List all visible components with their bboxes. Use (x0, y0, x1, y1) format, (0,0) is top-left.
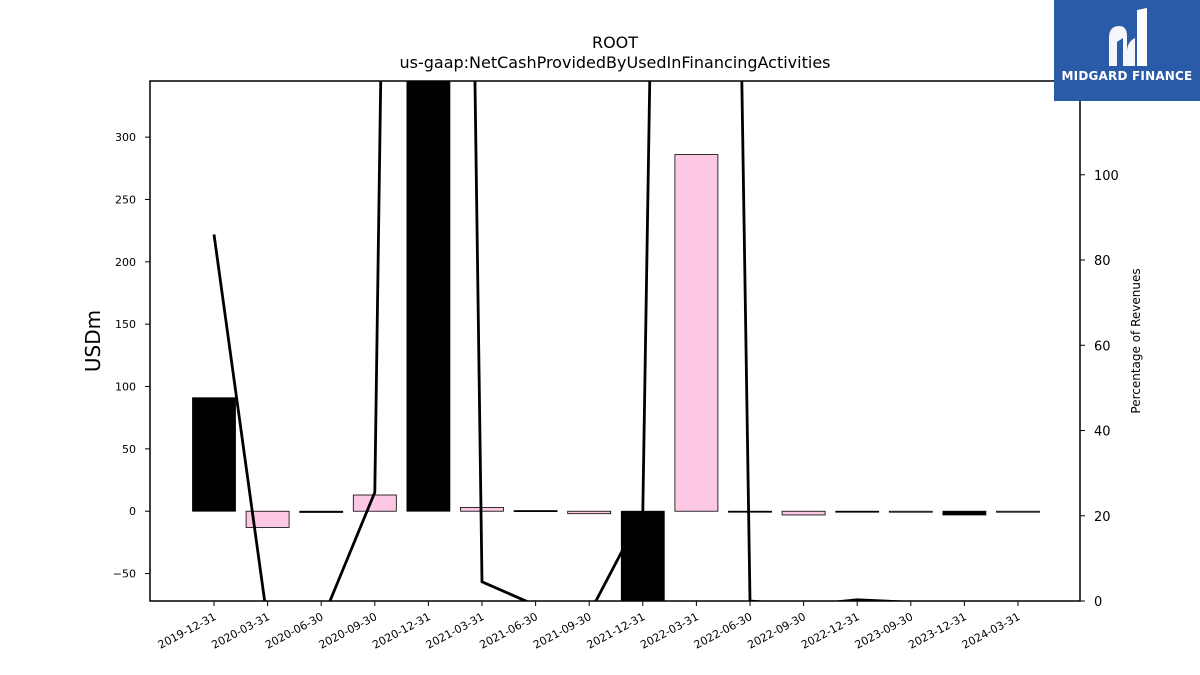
bar-2020-06-30 (299, 510, 344, 513)
midgard-finance-logo: MIDGARD FINANCE (1054, 0, 1200, 101)
x-tick-label: 2020-06-30 (263, 610, 326, 651)
x-tick-label: 2021-12-31 (585, 610, 648, 651)
y2-tick-label: 80 (1094, 254, 1111, 269)
x-tick-label: 2020-03-31 (209, 610, 272, 651)
x-tick-label: 2022-03-31 (638, 610, 701, 651)
x-tick-label: 2022-12-31 (799, 610, 862, 651)
bar-2021-09-30 (567, 510, 612, 515)
bar-2023-09-30 (888, 510, 933, 513)
bar-2023-12-31 (942, 510, 987, 516)
y2-tick-label: 100 (1094, 169, 1119, 184)
bar-2022-12-31 (835, 510, 880, 513)
y-tick-label: 300 (115, 131, 136, 144)
bar-2020-03-31 (245, 510, 290, 528)
y-tick-label: 250 (115, 193, 136, 206)
y-tick-label: 200 (115, 256, 136, 269)
bar-2022-09-30 (781, 510, 826, 516)
x-tick-label: 2021-03-31 (424, 610, 487, 651)
bar-2020-09-30 (352, 494, 397, 512)
y-tick-label: 50 (122, 443, 136, 456)
bar-2021-06-30 (513, 510, 558, 512)
midgard-logo-icon (1109, 8, 1147, 66)
y2-tick-label: 40 (1094, 425, 1111, 440)
x-tick-label: 2023-09-30 (853, 610, 916, 651)
x-tick-label: 2022-06-30 (692, 610, 755, 651)
bar-2022-03-31 (674, 154, 719, 512)
x-tick-label: 2020-12-31 (370, 610, 433, 651)
y-tick-label: 0 (129, 505, 136, 518)
x-tick-label: 2021-09-30 (531, 610, 594, 651)
x-tick-label: 2023-12-31 (906, 610, 969, 651)
y-tick-label: 150 (115, 318, 136, 331)
y-tick-label: 100 (115, 381, 136, 394)
x-tick-label: 2019-12-31 (156, 610, 219, 651)
logo-text: MIDGARD FINANCE (1061, 69, 1193, 83)
x-tick-label: 2021-06-30 (477, 610, 540, 651)
plot-frame (149, 80, 1081, 602)
y2-axis-label: Percentage of Revenues (1129, 268, 1143, 413)
chart-subtitle: us-gaap:NetCashProvidedByUsedInFinancing… (399, 53, 830, 72)
y-tick-label: −50 (113, 568, 136, 581)
x-tick-label: 2020-09-30 (317, 610, 380, 651)
bar-2020-12-31 (406, 81, 451, 512)
y2-tick-label: 20 (1094, 510, 1111, 525)
bar-2024-03-31 (996, 510, 1040, 513)
y2-tick-label: 60 (1094, 339, 1111, 354)
bar-2021-12-31 (620, 510, 665, 601)
percentage-line (212, 81, 1018, 601)
y2-tick-label: 0 (1094, 595, 1102, 610)
bar-2019-12-31 (192, 397, 236, 512)
x-tick-label: 2022-09-30 (745, 610, 808, 651)
y-axis-label: USDm (81, 310, 105, 372)
x-tick-label: 2024-03-31 (960, 610, 1023, 651)
chart-title: ROOT (592, 33, 638, 52)
